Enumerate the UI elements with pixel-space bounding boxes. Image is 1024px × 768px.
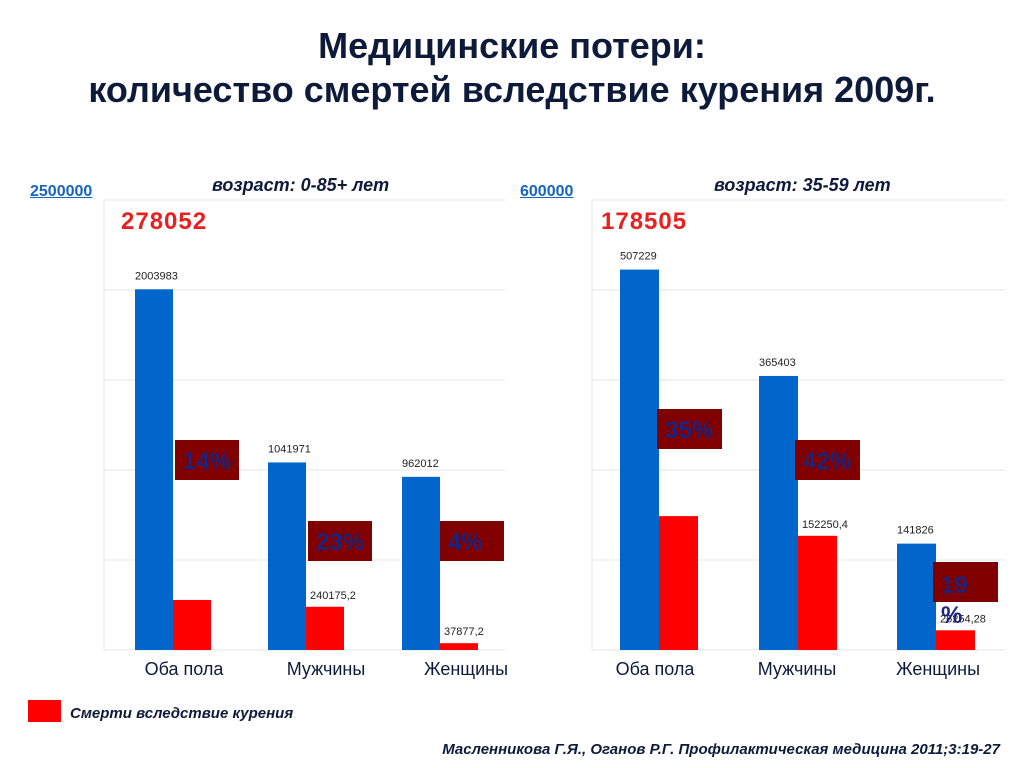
chart1-category-label-2: Женщины	[424, 659, 508, 679]
chart2-bar-smoking-label-2: 26254,28	[940, 613, 986, 625]
chart1-bar-total-label-0: 2003983	[135, 270, 178, 282]
chart2-bar-total-label-2: 141826	[897, 525, 934, 537]
chart1-ylim-label: 2500000	[30, 183, 93, 200]
chart2-bar-total-label-1: 365403	[759, 357, 796, 369]
chart1-percent-text-2: 4%	[448, 529, 483, 556]
chart1-percent-badge-1	[308, 521, 372, 561]
chart2-percent-badge-1	[795, 440, 860, 480]
chart2-bar-smoking-2	[936, 630, 975, 650]
chart2-category-label-1: Мужчины	[758, 659, 837, 679]
chart1-category-label-1: Мужчины	[287, 659, 366, 679]
chart2-percent-text-1: 42%	[803, 448, 851, 475]
chart2-bar-smoking-1	[798, 535, 837, 650]
chart1-bar-smoking-1	[306, 606, 344, 650]
chart2-percent-badge-2	[933, 562, 998, 602]
chart1-bar-total-0	[135, 289, 173, 650]
chart1-total-label: 278052	[121, 208, 208, 235]
chart1-bar-total-2	[402, 476, 440, 650]
chart2-ylim-label: 600000	[520, 183, 574, 200]
chart2-bar-smoking-0	[659, 516, 698, 650]
chart2-percent-text-0: 35%	[665, 417, 713, 444]
chart2-bar-total-label-0: 507229	[620, 251, 657, 263]
chart1-bar-total-label-1: 1041971	[268, 443, 311, 455]
chart2-percent-text-2: 19%	[941, 572, 968, 629]
page-title-line1: Медицинские потери:	[318, 25, 706, 66]
chart2-category-label-2: Женщины	[896, 659, 980, 679]
chart1-bar-smoking-2	[440, 643, 478, 650]
legend-label-smoking: Смерти вследствие курения	[70, 705, 294, 722]
chart1-bar-smoking-label-2: 37877,2	[444, 626, 484, 638]
chart1-bar-total-label-2: 962012	[402, 458, 439, 470]
chart2-bar-total-0	[620, 269, 659, 650]
chart1-percent-text-1: 23%	[316, 529, 364, 556]
chart2-bar-smoking-label-1: 152250,4	[802, 519, 848, 531]
chart1-category-label-0: Оба пола	[145, 659, 225, 679]
chart1-bar-smoking-0	[173, 599, 211, 650]
chart2-category-label-0: Оба пола	[616, 659, 696, 679]
chart2-bar-total-2	[897, 543, 936, 650]
chart2-bar-total-1	[759, 375, 798, 650]
chart1-percent-badge-0	[175, 440, 239, 480]
page-title-line2: количество смертей вследствие курения 20…	[88, 69, 936, 110]
chart1-bar-total-1	[268, 462, 306, 650]
chart1-subtitle: возраст: 0-85+ лет	[212, 175, 390, 195]
chart2-total-label: 178505	[601, 208, 688, 235]
chart2-subtitle: возраст: 35-59 лет	[714, 175, 891, 195]
legend-swatch-smoking	[28, 700, 61, 722]
chart1-bar-smoking-label-1: 240175,2	[310, 590, 356, 602]
chart1-percent-badge-2	[440, 521, 504, 561]
citation: Масленникова Г.Я., Оганов Р.Г. Профилакт…	[442, 741, 1000, 758]
chart2-percent-badge-0	[657, 409, 722, 449]
chart1-percent-text-0: 14%	[183, 448, 231, 475]
